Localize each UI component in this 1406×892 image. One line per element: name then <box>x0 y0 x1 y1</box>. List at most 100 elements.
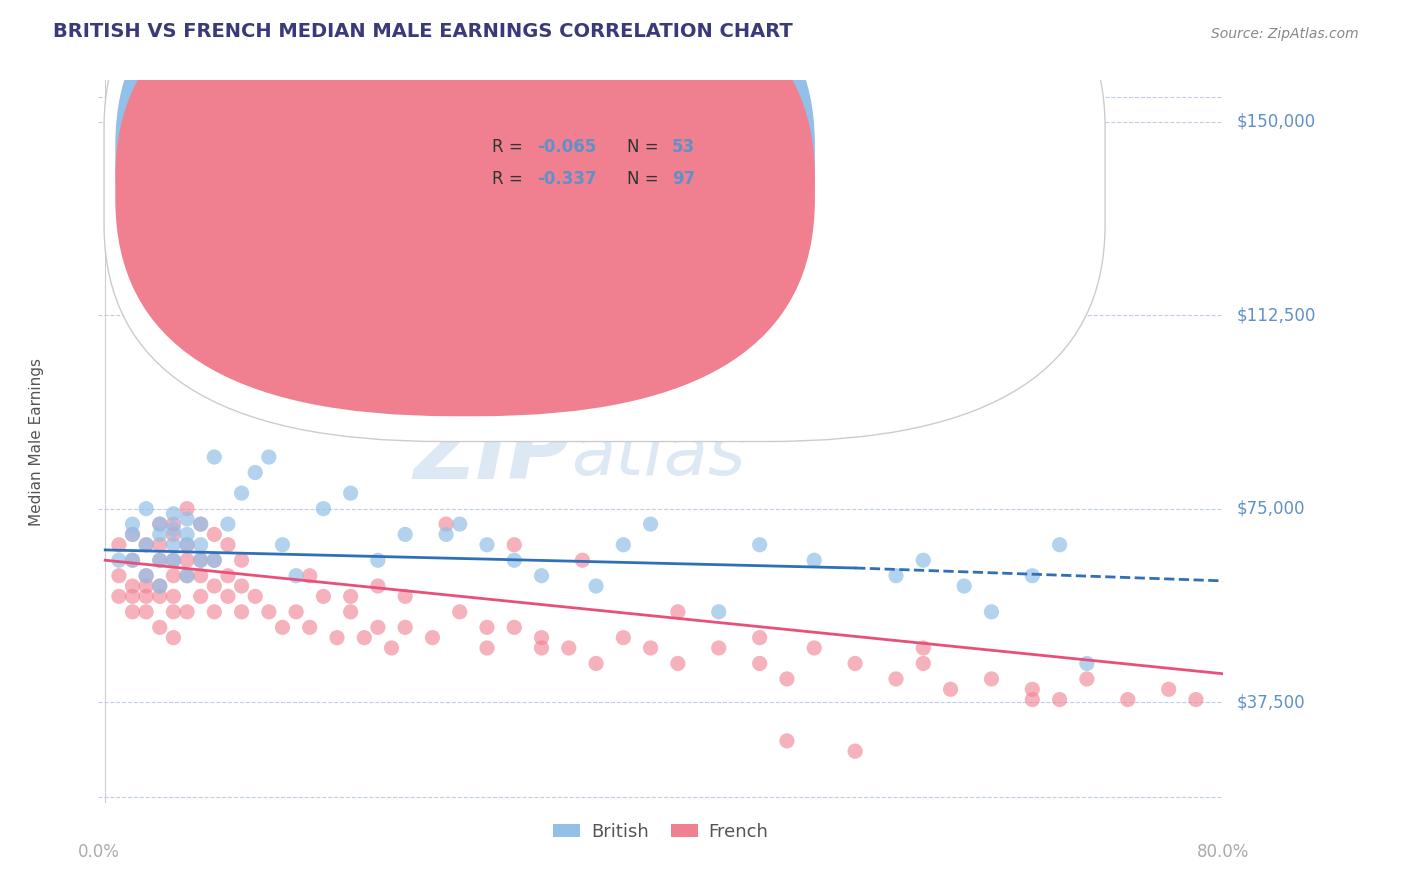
Text: N =: N = <box>627 138 664 156</box>
Point <box>326 631 349 645</box>
Legend: British, French: British, French <box>546 815 776 848</box>
Point <box>285 605 308 619</box>
Point <box>530 631 553 645</box>
Point <box>707 640 730 655</box>
Point <box>108 553 131 567</box>
Text: $150,000: $150,000 <box>1237 112 1316 130</box>
Point <box>339 605 361 619</box>
Point <box>202 527 225 541</box>
Point <box>190 553 212 567</box>
Text: $37,500: $37,500 <box>1237 693 1306 711</box>
Text: Median Male Earnings: Median Male Earnings <box>30 358 44 525</box>
Point <box>149 553 172 567</box>
Point <box>612 631 634 645</box>
Point <box>271 538 294 552</box>
Point <box>298 568 321 582</box>
Point <box>312 501 335 516</box>
Text: R =: R = <box>492 138 529 156</box>
Point <box>121 553 143 567</box>
Point <box>135 568 157 582</box>
Point <box>844 744 866 758</box>
Point <box>884 672 907 686</box>
Point <box>1021 568 1043 582</box>
Point <box>503 538 526 552</box>
Point <box>434 517 457 532</box>
Point <box>108 568 131 582</box>
Point <box>776 672 799 686</box>
Point <box>149 579 172 593</box>
Point <box>135 590 157 604</box>
Text: 0.0%: 0.0% <box>77 843 120 861</box>
Point <box>149 538 172 552</box>
Point <box>530 568 553 582</box>
Point <box>176 568 198 582</box>
Point <box>503 620 526 634</box>
Point <box>1185 692 1208 706</box>
Point <box>149 517 172 532</box>
Point <box>176 538 198 552</box>
Point <box>202 605 225 619</box>
Point <box>353 631 375 645</box>
Point <box>1021 692 1043 706</box>
Point <box>748 657 770 671</box>
Point <box>121 590 143 604</box>
Point <box>162 553 184 567</box>
Point <box>776 734 799 748</box>
Point <box>190 517 212 532</box>
Point <box>108 538 131 552</box>
Point <box>162 522 184 536</box>
Point <box>108 590 131 604</box>
Point <box>231 553 253 567</box>
Point <box>190 568 212 582</box>
Point <box>980 605 1002 619</box>
Point <box>162 605 184 619</box>
Point <box>884 568 907 582</box>
FancyBboxPatch shape <box>115 0 815 384</box>
Point <box>394 620 416 634</box>
Text: 80.0%: 80.0% <box>1197 843 1250 861</box>
Point <box>707 605 730 619</box>
Point <box>585 657 607 671</box>
Point <box>844 295 866 310</box>
Point <box>217 590 239 604</box>
Text: -0.065: -0.065 <box>537 138 596 156</box>
Point <box>803 553 825 567</box>
Text: Source: ZipAtlas.com: Source: ZipAtlas.com <box>1211 27 1358 40</box>
Text: atlas: atlas <box>571 422 745 491</box>
Point <box>162 631 184 645</box>
Point <box>367 579 389 593</box>
Point <box>1076 672 1098 686</box>
Point <box>176 538 198 552</box>
Text: ZIP: ZIP <box>413 415 571 498</box>
Text: 53: 53 <box>672 138 695 156</box>
Point <box>530 640 553 655</box>
Point <box>135 568 157 582</box>
Point <box>640 640 662 655</box>
Point <box>394 527 416 541</box>
Point <box>202 450 225 464</box>
Point <box>162 538 184 552</box>
Point <box>394 590 416 604</box>
Point <box>231 605 253 619</box>
Point <box>217 568 239 582</box>
Point <box>135 605 157 619</box>
Point <box>162 517 184 532</box>
Point <box>202 553 225 567</box>
Point <box>803 640 825 655</box>
Text: $75,000: $75,000 <box>1237 500 1305 517</box>
Point <box>162 553 184 567</box>
Point <box>422 631 444 645</box>
Text: $112,500: $112,500 <box>1237 306 1316 324</box>
Point <box>121 517 143 532</box>
Point <box>121 553 143 567</box>
Text: R =: R = <box>492 170 529 188</box>
Point <box>980 672 1002 686</box>
Point <box>748 538 770 552</box>
Point <box>149 527 172 541</box>
Point <box>912 553 935 567</box>
Point <box>571 553 593 567</box>
Point <box>202 579 225 593</box>
Point <box>149 620 172 634</box>
Point <box>939 682 962 697</box>
Point <box>475 620 498 634</box>
